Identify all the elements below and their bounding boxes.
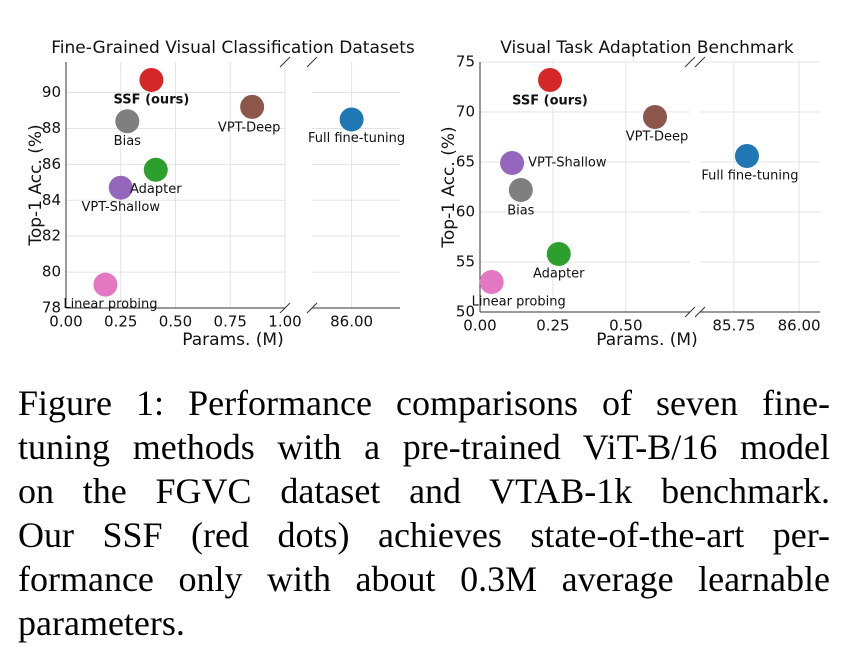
point bbox=[643, 105, 667, 129]
x-tick-label: 0.75 bbox=[214, 313, 247, 331]
y-tick-label: 88 bbox=[42, 119, 61, 137]
figure: 78 80 82 84 86 88 90 0.00 0.25 0.50 0.75 1.00 86.00 F… bbox=[26, 38, 821, 350]
point-label: VPT-Deep bbox=[626, 130, 688, 145]
y-tick-label: 70 bbox=[456, 103, 475, 121]
axis-break bbox=[684, 306, 696, 318]
caption-line: parameters. bbox=[18, 603, 185, 643]
caption-line: Our SSF (red dots) achieves state-of-the… bbox=[18, 515, 830, 555]
x-tick-label: 0.25 bbox=[536, 317, 569, 335]
axis-break bbox=[694, 306, 706, 318]
x-tick-label: 1.00 bbox=[268, 313, 301, 331]
y-tick-label: 82 bbox=[42, 227, 61, 245]
y-tick-label: 84 bbox=[42, 191, 61, 209]
axis-break bbox=[279, 56, 291, 68]
point bbox=[734, 144, 759, 168]
y-tick-label: 55 bbox=[456, 253, 475, 271]
x-axis-label: Params. (M) bbox=[596, 330, 697, 350]
caption-line: formance only with about 0.3M average le… bbox=[18, 559, 830, 599]
point bbox=[479, 270, 504, 294]
y-tick-label: 80 bbox=[42, 263, 61, 281]
caption-line: Figure 1: Performance comparisons of sev… bbox=[18, 383, 830, 423]
y-axis-label: Top-1 Acc. (%) bbox=[439, 126, 459, 248]
point bbox=[108, 175, 133, 200]
axis-break bbox=[306, 302, 318, 314]
chart-title: Visual Task Adaptation Benchmark bbox=[500, 38, 794, 58]
axis-break bbox=[279, 302, 291, 314]
point bbox=[139, 67, 164, 92]
y-tick-label: 75 bbox=[456, 53, 475, 71]
x-tick-label: 0.00 bbox=[49, 313, 82, 331]
point-label: Adapter bbox=[533, 267, 585, 282]
point-label: Full fine-tuning bbox=[701, 169, 798, 184]
point bbox=[339, 107, 364, 132]
point-label: SSF (ours) bbox=[512, 94, 588, 109]
x-tick-label: 86.00 bbox=[330, 313, 373, 331]
point bbox=[538, 68, 562, 92]
point-label: VPT-Shallow bbox=[528, 156, 607, 171]
point-label: Bias bbox=[114, 134, 141, 149]
x-tick-label: 0.00 bbox=[463, 317, 496, 335]
x-tick-label: 0.50 bbox=[609, 317, 642, 335]
y-tick-label: 78 bbox=[42, 299, 61, 317]
x-tick-label: 86.00 bbox=[778, 317, 821, 335]
x-tick-label: 0.25 bbox=[104, 313, 137, 331]
axis-break bbox=[694, 56, 706, 68]
y-tick-label: 60 bbox=[456, 203, 475, 221]
y-tick-label: 86 bbox=[42, 155, 61, 173]
point bbox=[546, 242, 571, 266]
point-label: VPT-Shallow bbox=[82, 200, 161, 215]
point bbox=[115, 109, 140, 134]
x-axis-label: Params. (M) bbox=[182, 330, 283, 350]
point-label: VPT-Deep bbox=[218, 120, 280, 135]
y-tick-label: 65 bbox=[456, 153, 475, 171]
point-label: Adapter bbox=[130, 182, 182, 197]
y-tick-label: 90 bbox=[42, 83, 61, 101]
y-tick-label: 50 bbox=[456, 303, 475, 321]
point-label: Linear probing bbox=[472, 295, 566, 310]
caption-line: on the FGVC dataset and VTAB-1k benchmar… bbox=[18, 471, 830, 511]
caption-line: tuning methods with a pre-trained ViT-B/… bbox=[18, 427, 830, 467]
axis-break bbox=[684, 56, 696, 68]
point bbox=[240, 94, 265, 119]
point-label: Linear probing bbox=[63, 297, 157, 312]
x-tick-label: 0.50 bbox=[159, 313, 192, 331]
point bbox=[500, 151, 525, 175]
point-label: Full fine-tuning bbox=[308, 131, 405, 146]
point bbox=[143, 157, 168, 182]
axis-break bbox=[306, 56, 318, 68]
chart-title: Fine-Grained Visual Classification Datas… bbox=[51, 38, 415, 58]
point bbox=[93, 272, 118, 297]
y-axis-label: Top-1 Acc. (%) bbox=[26, 124, 46, 246]
point-label: Bias bbox=[507, 204, 534, 219]
caption: Figure 1: Performance comparisons of sev… bbox=[18, 381, 830, 645]
point bbox=[508, 178, 533, 202]
point-label: SSF (ours) bbox=[114, 92, 190, 107]
x-tick-label: 85.75 bbox=[712, 317, 755, 335]
